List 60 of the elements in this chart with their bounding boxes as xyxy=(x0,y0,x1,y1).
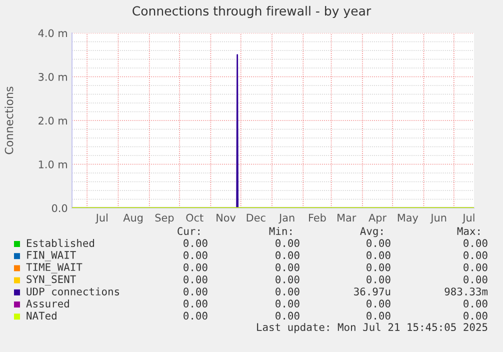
legend-label: NATed xyxy=(26,312,56,320)
legend-label: FIN_WAIT xyxy=(27,251,76,262)
text: 0.00 xyxy=(464,239,488,248)
y-tick-label: 4.0 m xyxy=(38,29,67,38)
x-tick-label: Feb xyxy=(309,214,326,222)
text: 0.00 xyxy=(184,275,208,284)
text: 0.00 xyxy=(366,239,390,248)
text: 36.97u xyxy=(354,288,390,296)
text: 0.00 xyxy=(366,251,390,260)
x-tick-label: Jul xyxy=(95,214,108,224)
y-tick-label: 1.0 m xyxy=(38,160,67,168)
x-tick-label: Aug xyxy=(123,214,143,224)
text: 0.00 xyxy=(276,288,300,296)
text: Last update: Mon Jul 21 15:45:05 2025 xyxy=(257,322,488,334)
text: 0.00 xyxy=(276,251,300,260)
text: 0.00 xyxy=(276,239,300,248)
text: 0.00 xyxy=(276,263,300,272)
x-tick-label: Dec xyxy=(246,214,266,222)
text: 0.00 xyxy=(276,300,300,308)
text: 0.00 xyxy=(184,263,208,272)
text: 0.00 xyxy=(464,263,488,272)
text: Max: xyxy=(457,227,480,236)
x-tick-label: Mar xyxy=(338,214,356,222)
text: 0.00 xyxy=(184,251,208,260)
text: 0.00 xyxy=(366,312,390,320)
y-tick-label: 3.0 m xyxy=(38,72,67,81)
x-tick-label: Apr xyxy=(368,214,387,224)
text: Min: xyxy=(269,226,292,235)
text: 0.00 xyxy=(276,312,300,320)
text: 0.00 xyxy=(464,251,488,260)
text: 0.00 xyxy=(366,275,390,284)
legend-label: Established xyxy=(27,238,94,248)
legend-label: Assured xyxy=(26,299,69,308)
y-tick-label: 2.0 m xyxy=(38,116,67,125)
y-tick-label: 0.0 xyxy=(52,204,68,212)
x-tick-label: Jan xyxy=(278,214,294,224)
chart-title: Connections through firewall - by year xyxy=(132,6,372,18)
text: 0.00 xyxy=(184,300,208,308)
legend-label: TIME_WAIT xyxy=(26,263,82,274)
x-tick-label: Sep xyxy=(155,214,174,224)
text: 0.00 xyxy=(464,312,488,320)
x-tick-label: Jun xyxy=(430,214,446,224)
text: Cur: xyxy=(178,227,200,236)
text: 0.00 xyxy=(184,239,208,248)
text: 0.00 xyxy=(464,300,488,308)
text: 0.00 xyxy=(276,275,300,284)
legend-label: SYN_SENT xyxy=(26,275,76,286)
x-tick-label: Nov xyxy=(216,214,236,222)
y-axis-title: Connections xyxy=(4,86,14,154)
text: 0.00 xyxy=(366,263,390,272)
text: 0.00 xyxy=(366,300,390,308)
text: 0.00 xyxy=(184,288,208,296)
text: 0.00 xyxy=(464,275,488,284)
text: 983.33m xyxy=(444,288,488,296)
x-tick-label: May xyxy=(398,214,418,224)
text: Avg: xyxy=(360,227,382,238)
legend-label: UDP connections xyxy=(26,287,120,296)
x-tick-label: Oct xyxy=(186,214,204,222)
text: 0.00 xyxy=(184,312,208,320)
x-tick-label: Jul xyxy=(462,214,474,224)
